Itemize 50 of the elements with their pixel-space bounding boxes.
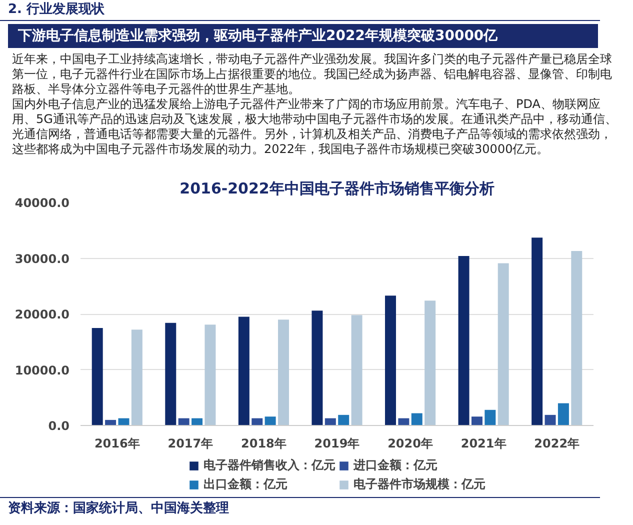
y-tick-label: 10000.0 xyxy=(14,363,70,378)
bar xyxy=(498,263,509,426)
bar xyxy=(471,416,482,426)
bar xyxy=(105,420,116,426)
y-tick-label: 20000.0 xyxy=(14,308,70,322)
x-tick-label: 2018年 xyxy=(241,436,286,450)
bar xyxy=(351,315,362,426)
bar xyxy=(192,418,203,426)
legend-label: 出口金额：亿元 xyxy=(204,476,288,493)
legend-label: 电子器件销售收入：亿元 xyxy=(204,457,336,474)
bar xyxy=(252,418,263,426)
bar xyxy=(92,328,103,426)
legend-label: 进口金额：亿元 xyxy=(354,457,438,474)
bar xyxy=(338,414,350,426)
bar xyxy=(424,300,436,426)
x-tick-label: 2016年 xyxy=(94,436,140,450)
x-tick-label: 2020年 xyxy=(388,436,433,450)
text: 资料来源：国家统计局、中国海关整理 xyxy=(0,497,600,520)
bar xyxy=(398,418,410,426)
x-tick-label: 2022年 xyxy=(534,436,580,450)
bar xyxy=(385,296,396,426)
x-tick-label: 2017年 xyxy=(168,436,214,450)
bar xyxy=(324,418,336,426)
x-tick-label: 2019年 xyxy=(314,436,360,450)
text: 近年来，中国电子工业持续高速增长，带动电子元器件产业强劲发展。我国许多门类的电子元器件产量已稳居全球第一位，电子元器件行业在国际市场上占据很重要的地位。我国已经成为扬声器、铝电解电容器、显像管、印制电路板、半导体分立器件等电子元器件的世界生产基地。 xyxy=(12,52,613,97)
bar xyxy=(204,324,216,426)
bar xyxy=(131,330,142,426)
bar xyxy=(411,413,422,426)
y-tick-label: 30000.0 xyxy=(14,252,70,266)
bar xyxy=(544,414,556,426)
y-tick-label: 40000.0 xyxy=(14,196,70,210)
x-tick-label: 2021年 xyxy=(460,436,506,450)
bar xyxy=(312,310,323,426)
text: 国内外电子信息产业的迅猛发展给上游电子元器件产业带来了广阔的市场应用前景。汽车电子、PDA、物联网应用、5G通讯等产品的迅速启动及飞速发展，极大地带动中国电子元器件市场的发展。在通讯类产品中，移动通信、光通信网络，普通电话等都需要大量的元器件。另外，计算机及相关产品、消费电子产品等领域的需求依然强劲，这些都将成为中国电子元器件市场发展的动力。2022年，我国电子器件市场规模已突破30000亿元。 xyxy=(12,97,618,157)
bar xyxy=(238,316,250,426)
bar xyxy=(165,322,176,426)
bar xyxy=(532,238,543,426)
bar xyxy=(264,416,276,426)
text: 下游电子信息制造业需求强劲，驱动电子器件产业2022年规模突破30000亿 xyxy=(8,24,598,48)
bar xyxy=(484,410,496,426)
text: 2. 行业发展现状 xyxy=(0,0,600,21)
y-tick-label: 0.0 xyxy=(48,419,70,433)
bar xyxy=(458,256,470,426)
bar xyxy=(278,320,289,426)
bar xyxy=(178,418,190,426)
bar xyxy=(558,403,569,426)
bar xyxy=(118,418,130,426)
chart-title: 2016-2022年中国电子器件市场销售平衡分析 xyxy=(180,180,494,198)
legend-label: 电子器件市场规模：亿元 xyxy=(354,476,486,493)
bar xyxy=(571,251,582,426)
